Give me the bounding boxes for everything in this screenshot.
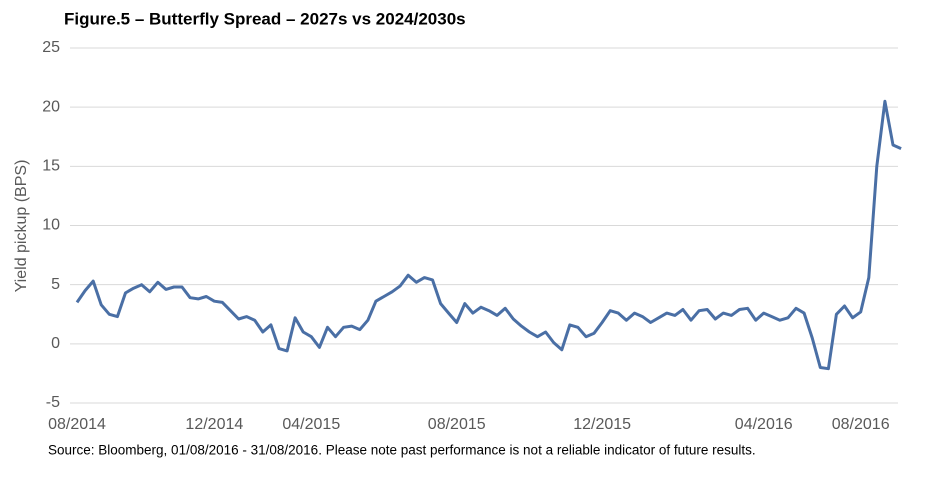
y-tick-label: -5 (46, 394, 60, 411)
x-tick-label: 08/2014 (48, 416, 106, 433)
y-tick-label: 20 (42, 98, 60, 115)
y-axis-label: Yield pickup (BPS) (13, 160, 30, 293)
y-tick-label: 5 (51, 276, 60, 293)
data-line (75, 99, 902, 371)
x-tick-label: 12/2015 (573, 416, 631, 433)
x-tick-label: 08/2016 (832, 416, 890, 433)
chart-title: Figure.5 – Butterfly Spread – 2027s vs 2… (64, 9, 466, 28)
x-tick-label: 08/2015 (428, 416, 486, 433)
x-tick-label: 04/2016 (735, 416, 793, 433)
x-tick-label: 12/2014 (185, 416, 243, 433)
x-tick-label: 04/2015 (282, 416, 340, 433)
source-note: Source: Bloomberg, 01/08/2016 - 31/08/20… (48, 443, 756, 458)
y-tick-label: 10 (42, 217, 60, 234)
y-tick-label: 0 (51, 335, 60, 352)
y-tick-label: 25 (42, 39, 60, 56)
y-tick-label: 15 (42, 158, 60, 175)
